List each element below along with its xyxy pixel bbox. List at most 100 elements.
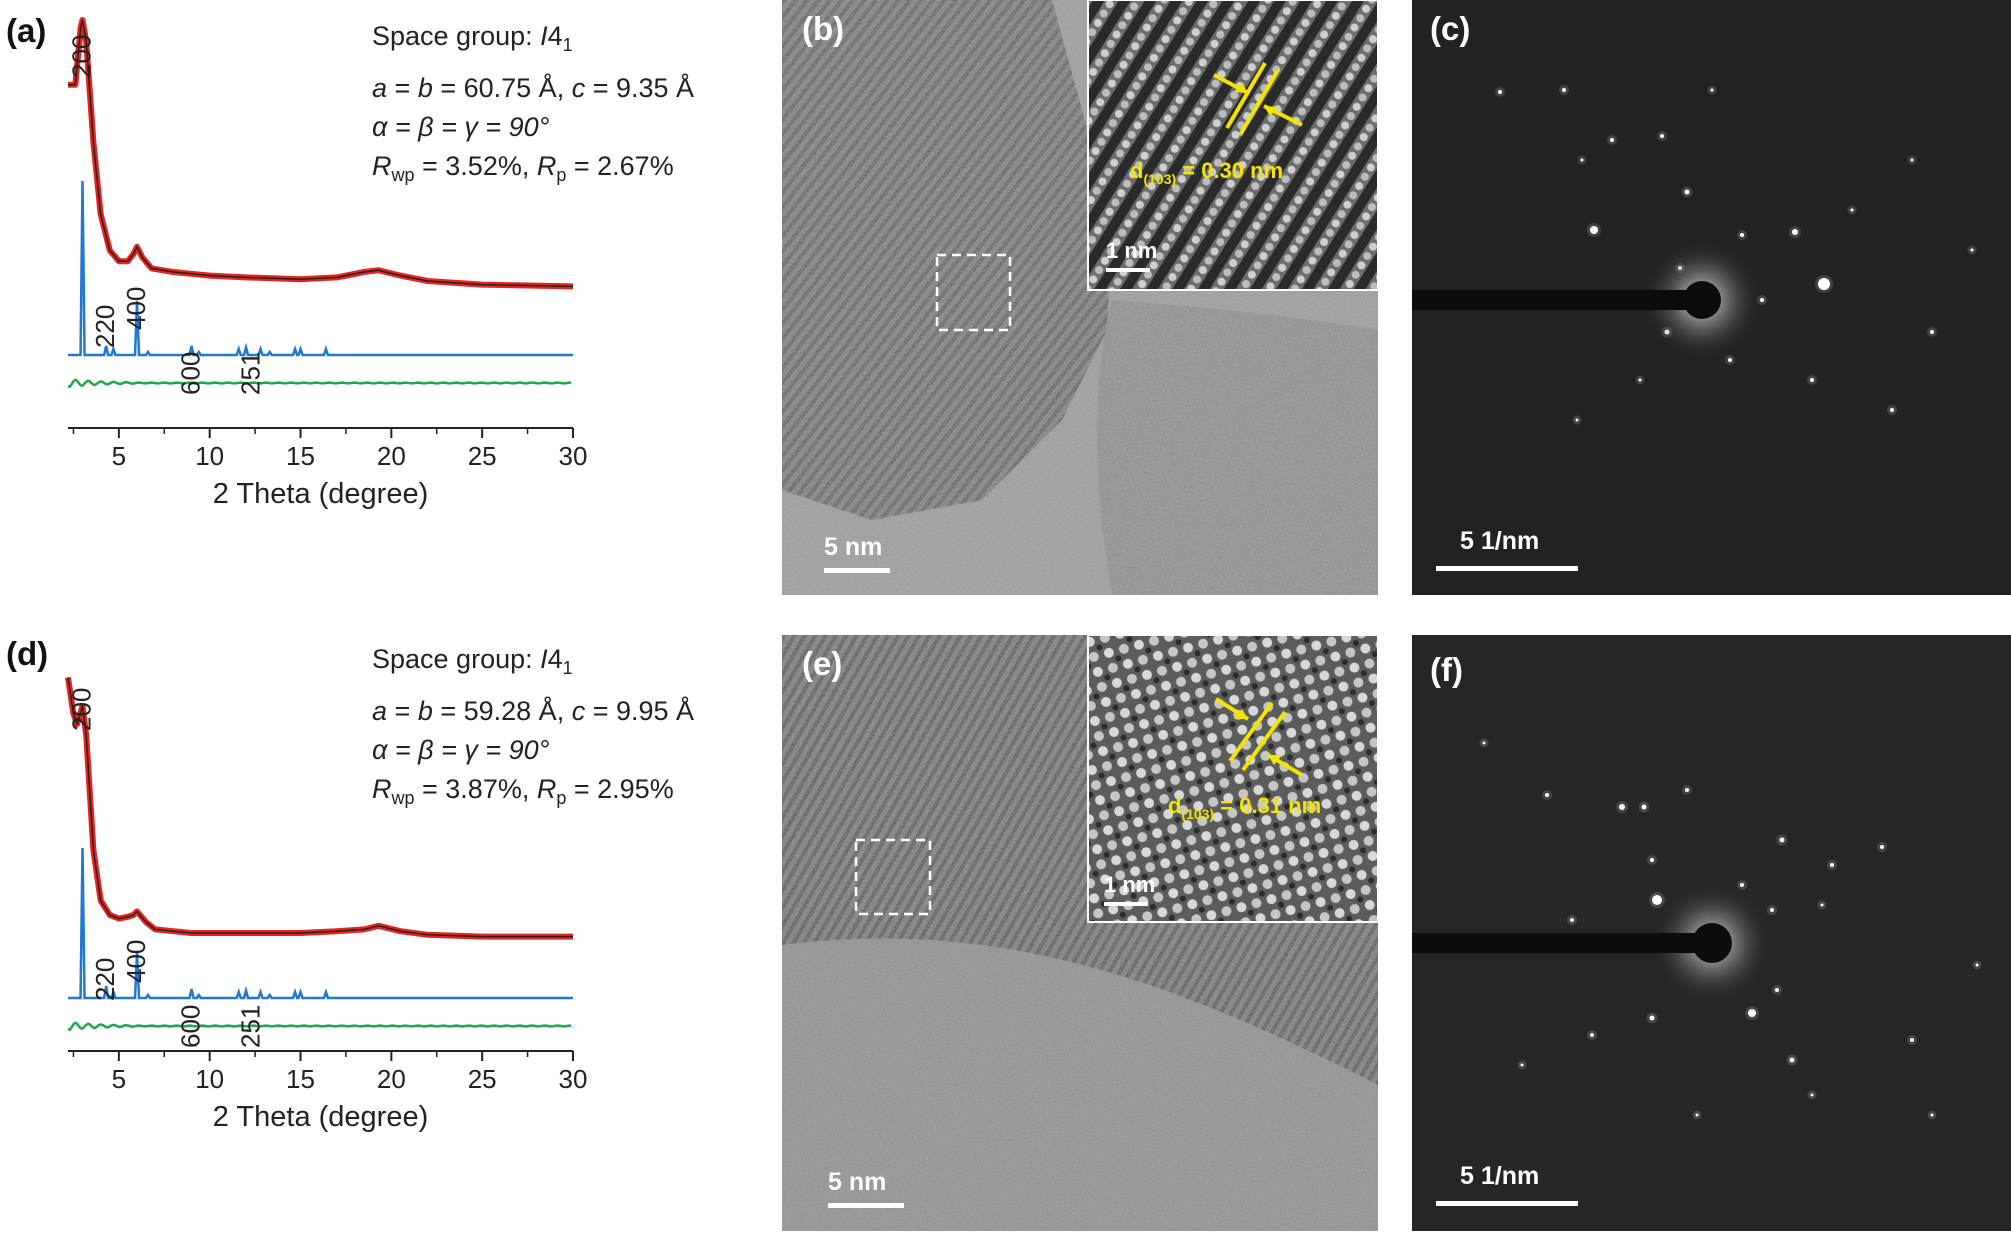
- xrd-panel-d: (d) Space group: I41 a = b = 59.28 Å, c …: [0, 623, 760, 1246]
- diffraction-spot: [1685, 788, 1689, 792]
- diffraction-spot: [1820, 903, 1824, 907]
- scale-bar-e: 5 nm: [828, 1168, 904, 1208]
- x-tick-label: 20: [377, 441, 406, 471]
- diffraction-spot: [1590, 226, 1598, 234]
- panel-label-d: (d): [6, 635, 48, 672]
- arrow-head-icon: [1264, 106, 1278, 116]
- beam-stopper: [1412, 290, 1702, 310]
- x-tick-label: 5: [112, 441, 126, 471]
- diffraction-spot: [1810, 1093, 1814, 1097]
- saed-panel-f: (f) 5 1/nm: [1412, 635, 2011, 1231]
- xrd-chart-a: (a) Space group: I41 a = b = 60.75 Å, c …: [6, 12, 694, 510]
- diffraction-spot: [1792, 229, 1798, 235]
- d-spacing-label: d(103) = 0.30 nm: [1130, 158, 1283, 187]
- x-axis-label: 2 Theta (degree): [213, 1101, 429, 1133]
- diffraction-spot: [1498, 90, 1502, 94]
- diffraction-spot: [1930, 330, 1934, 334]
- diffraction-spot: [1880, 845, 1884, 849]
- scale-bar-label: 5 nm: [828, 1168, 886, 1196]
- panel-label-b: (b): [802, 10, 844, 47]
- diffraction-spot: [1650, 858, 1654, 862]
- peak-label: 251: [235, 1005, 265, 1048]
- x-tick-label: 10: [195, 441, 224, 471]
- diffraction-spot: [1740, 883, 1744, 887]
- lattice-line: a = b = 60.75 Å, c = 9.35 Å: [372, 72, 694, 103]
- diffraction-spot: [1575, 418, 1579, 422]
- peak-label: 600: [176, 1005, 206, 1048]
- r-factor-line: Rwp = 3.87%, Rp = 2.95%: [372, 774, 674, 808]
- diffraction-spot: [1728, 358, 1732, 362]
- panel-label-a: (a): [6, 12, 46, 49]
- peak-label: 400: [121, 940, 151, 983]
- angles-line: α = β = γ = 90°: [372, 112, 550, 142]
- space-group-line: Space group: I41: [372, 644, 573, 678]
- arrow-head-icon: [1234, 709, 1248, 719]
- angles-line: α = β = γ = 90°: [372, 735, 550, 765]
- arrow-head-icon: [1268, 755, 1282, 765]
- x-tick-label: 30: [559, 441, 588, 471]
- diffraction-spot: [1910, 158, 1914, 162]
- diffraction-spot: [1748, 1009, 1756, 1017]
- diffraction-spot: [1638, 378, 1642, 382]
- x-tick-label: 30: [559, 1064, 588, 1094]
- x-tick-label: 10: [195, 1064, 224, 1094]
- panel-label-e: (e): [802, 645, 842, 682]
- simulated-pattern: [68, 180, 573, 357]
- xrd-panel-a: (a) Space group: I41 a = b = 60.75 Å, c …: [0, 0, 760, 623]
- diffraction-spot: [1710, 88, 1714, 92]
- diffraction-spot: [1520, 1063, 1524, 1067]
- hrtem-image-e: (e) 5 nm d(103) = 0.31 nm 1 nm: [782, 634, 1379, 1231]
- x-tick-label: 25: [468, 441, 497, 471]
- saed-panel-c: (c) 5 1/nm: [1412, 0, 2011, 595]
- inset-scale-bar: [1106, 268, 1150, 272]
- diffraction-spot: [1590, 1033, 1594, 1037]
- diffraction-spot: [1810, 378, 1814, 382]
- inset-scale-bar: [1104, 902, 1148, 906]
- diffraction-spot: [1684, 189, 1690, 195]
- beam-stopper: [1412, 933, 1712, 953]
- xrd-chart-d: (d) Space group: I41 a = b = 59.28 Å, c …: [6, 635, 694, 1133]
- diffraction-spot: [1975, 963, 1979, 967]
- peak-label: 251: [235, 352, 265, 395]
- diffraction-spot: [1570, 918, 1574, 922]
- r-factor-line: Rwp = 3.52%, Rp = 2.67%: [372, 151, 674, 185]
- refinement-parameters: Space group: I41 a = b = 59.28 Å, c = 9.…: [372, 644, 694, 808]
- diffraction-spot: [1649, 1015, 1655, 1021]
- diffraction-spot: [1970, 248, 1974, 252]
- tem-panel-b: (b) 5 nm d(103) = 0.30 nm 1 nm: [782, 0, 1379, 595]
- diffraction-spot: [1850, 208, 1854, 212]
- diffraction-spot: [1890, 408, 1894, 412]
- diffraction-spot: [1580, 158, 1584, 162]
- x-axis-label: 2 Theta (degree): [213, 478, 429, 510]
- x-tick-label: 15: [286, 1064, 315, 1094]
- hrtem-inset-b: d(103) = 0.30 nm 1 nm: [1087, 0, 1379, 291]
- tem-panel-e: (e) 5 nm d(103) = 0.31 nm 1 nm: [782, 634, 1379, 1231]
- peak-label: 400: [121, 287, 151, 330]
- diffraction-spot: [1610, 138, 1614, 142]
- diffraction-spot: [1930, 1113, 1934, 1117]
- inset-scale-label: 1 nm: [1106, 238, 1157, 263]
- difference-curve: [67, 378, 572, 389]
- diffraction-spot: [1545, 793, 1549, 797]
- refinement-parameters: Space group: I41 a = b = 60.75 Å, c = 9.…: [372, 21, 694, 185]
- hrtem-inset-e: d(103) = 0.31 nm 1 nm: [1087, 634, 1379, 923]
- diffraction-spot: [1562, 88, 1566, 92]
- arrow-head-icon: [1234, 83, 1248, 93]
- observed-curve: [67, 677, 573, 938]
- x-tick-label: 20: [377, 1064, 406, 1094]
- lattice-line: a = b = 59.28 Å, c = 9.95 Å: [372, 695, 694, 726]
- d-spacing-label: d(103) = 0.31 nm: [1168, 793, 1321, 822]
- diffraction-spot: [1619, 804, 1625, 810]
- scale-bar-label: 5 nm: [824, 533, 882, 561]
- saed-pattern-f: (f) 5 1/nm: [1412, 635, 2011, 1231]
- observed-curve: [68, 19, 574, 288]
- selection-box: [935, 253, 1012, 332]
- peak-label: 220: [90, 305, 120, 348]
- scale-bar-c: 5 1/nm: [1436, 527, 1578, 571]
- peak-label: 220: [90, 958, 120, 1001]
- diffraction-spot: [1910, 1038, 1914, 1042]
- diffraction-spot: [1779, 837, 1785, 843]
- selection-box: [854, 838, 932, 916]
- scale-bar-f: 5 1/nm: [1436, 1162, 1578, 1206]
- hrtem-image-b: (b) 5 nm d(103) = 0.30 nm 1 nm: [782, 0, 1379, 595]
